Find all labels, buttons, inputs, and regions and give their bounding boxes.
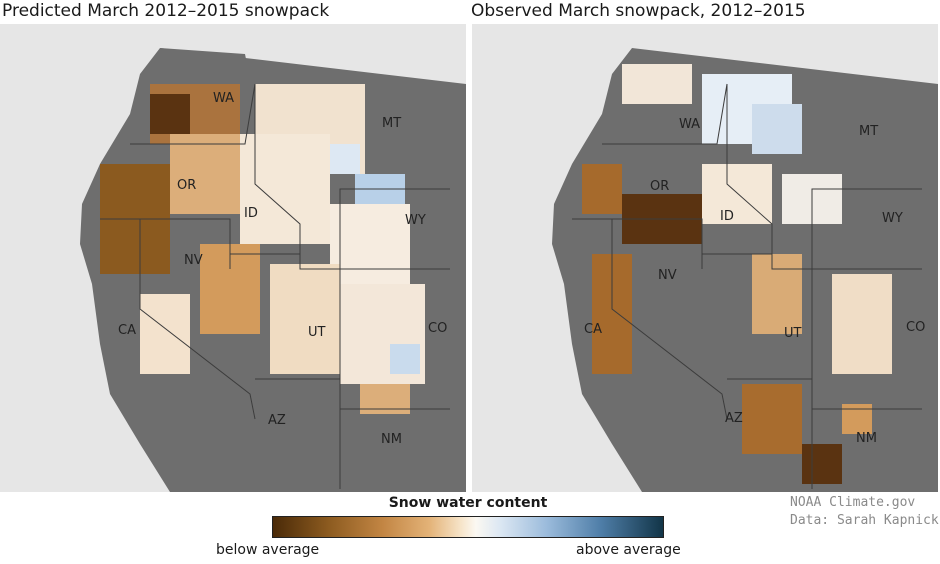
legend-title: Snow water content <box>388 495 548 511</box>
snow-cell <box>622 64 692 104</box>
state-label-ut: UT <box>784 326 802 341</box>
state-borders <box>100 83 450 489</box>
state-label-id: ID <box>244 206 258 221</box>
credit-data: Data: Sarah Kapnick <box>790 513 939 528</box>
snow-cell <box>832 274 892 374</box>
state-label-az: AZ <box>268 413 286 428</box>
state-labels: WA MT OR ID WY NV CA UT CO AZ NM <box>118 91 447 447</box>
map-observed-svg: WA MT OR ID WY NV CA UT CO AZ NM <box>552 48 938 492</box>
land-shape <box>552 48 938 492</box>
legend-color-bar <box>272 516 664 538</box>
state-label-id: ID <box>720 209 734 224</box>
state-label-ca: CA <box>118 323 136 338</box>
state-label-wa: WA <box>213 91 234 106</box>
map-predicted: WA MT OR ID WY NV CA UT CO AZ NM <box>0 24 466 492</box>
snow-cell <box>752 254 802 334</box>
map-title-predicted: Predicted March 2012–2015 snowpack <box>2 1 330 21</box>
snow-cell <box>802 444 842 484</box>
state-label-wy: WY <box>405 213 426 228</box>
snow-cell <box>170 134 240 214</box>
legend-low-label: below average <box>216 542 320 558</box>
map-predicted-svg: WA MT OR ID WY NV CA UT CO AZ NM <box>80 48 466 492</box>
snow-cell <box>752 104 802 154</box>
state-label-az: AZ <box>725 411 743 426</box>
state-label-ut: UT <box>308 325 326 340</box>
snow-cell <box>270 264 340 374</box>
snow-cell <box>582 164 622 214</box>
snow-cell <box>240 134 330 244</box>
legend-high-label: above average <box>576 542 681 558</box>
map-observed: WA MT OR ID WY NV CA UT CO AZ NM <box>472 24 938 492</box>
snow-cell <box>150 94 190 134</box>
credit-source: NOAA Climate.gov <box>790 495 916 510</box>
snow-cell <box>742 384 802 454</box>
state-label-mt: MT <box>382 116 401 131</box>
state-label-co: CO <box>428 321 447 336</box>
snow-cell <box>390 344 420 374</box>
state-label-nm: NM <box>856 431 877 446</box>
state-label-nv: NV <box>184 253 203 268</box>
state-label-ca: CA <box>584 322 602 337</box>
state-label-wy: WY <box>882 211 903 226</box>
state-label-or: OR <box>177 178 196 193</box>
state-label-co: CO <box>906 320 925 335</box>
state-label-or: OR <box>650 179 669 194</box>
snow-cell <box>140 294 190 374</box>
state-label-wa: WA <box>679 117 700 132</box>
state-label-nv: NV <box>658 268 677 283</box>
map-title-observed: Observed March snowpack, 2012–2015 <box>471 1 806 21</box>
state-label-mt: MT <box>859 124 878 139</box>
state-label-nm: NM <box>381 432 402 447</box>
snow-cell <box>330 204 410 284</box>
state-labels: WA MT OR ID WY NV CA UT CO AZ NM <box>584 117 925 446</box>
state-borders <box>572 83 922 489</box>
